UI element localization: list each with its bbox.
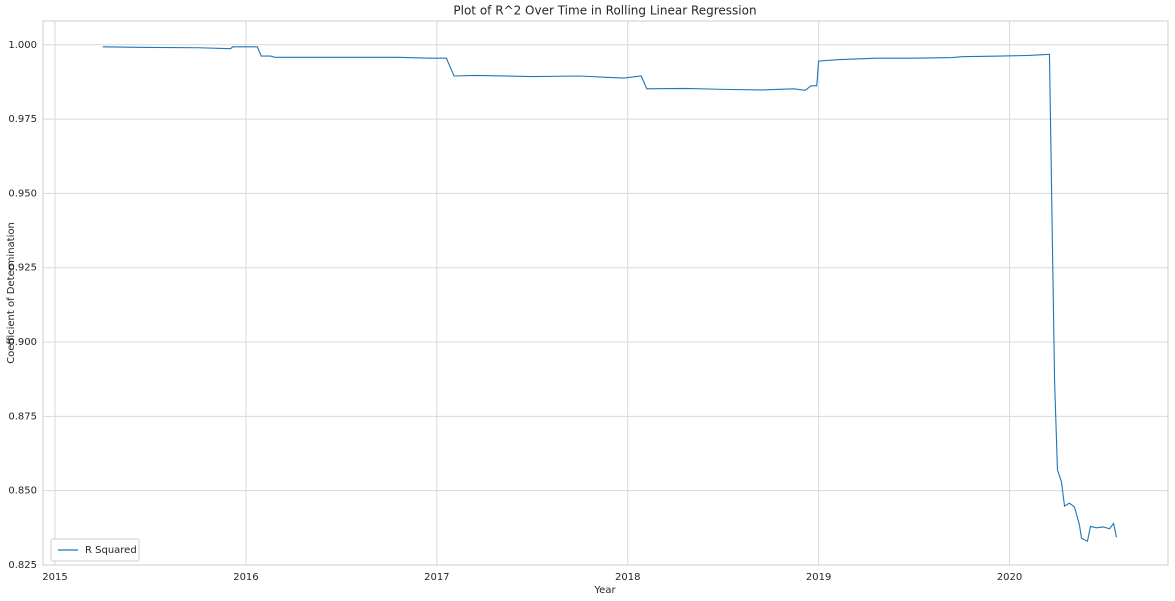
- x-tick-label: 2015: [42, 572, 67, 583]
- legend-box: [50, 538, 140, 562]
- chart-title: Plot of R^2 Over Time in Rolling Linear …: [453, 4, 756, 18]
- x-tick-label: 2016: [233, 572, 258, 583]
- x-tick-label: 2019: [806, 572, 831, 583]
- y-tick-label: 0.900: [8, 337, 37, 348]
- y-tick-label: 0.850: [8, 486, 37, 497]
- y-tick-label: 0.875: [8, 411, 37, 422]
- x-tick-label: 2017: [424, 572, 449, 583]
- x-tick-label: 2018: [615, 572, 640, 583]
- y-axis-label: Coefficient of Determination: [6, 222, 17, 364]
- y-tick-label: 1.000: [8, 40, 37, 51]
- y-tick-label: 0.825: [8, 560, 37, 571]
- y-tick-label: 0.950: [8, 188, 37, 199]
- x-tick-label: 2020: [997, 572, 1022, 583]
- plot-frame: [42, 20, 1169, 566]
- y-tick-label: 0.975: [8, 114, 37, 125]
- y-tick-label: 0.925: [8, 263, 37, 274]
- legend-label: R Squared: [85, 545, 137, 556]
- x-axis-label: Year: [593, 585, 616, 596]
- line: [102, 46, 1117, 543]
